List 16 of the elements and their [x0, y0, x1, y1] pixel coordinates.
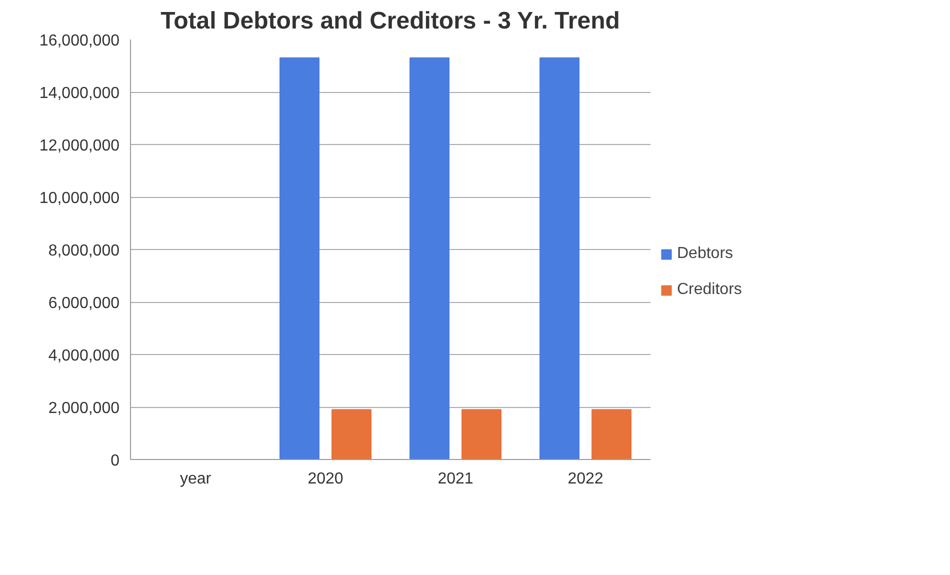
x-tick-label: year — [180, 470, 212, 488]
y-tick-label: 14,000,000 — [39, 85, 120, 102]
x-tick-label: 2022 — [568, 470, 604, 488]
y-tick-label: 6,000,000 — [48, 295, 120, 312]
x-tick-label: 2021 — [438, 470, 474, 488]
y-tick-label: 16,000,000 — [39, 32, 120, 50]
chart-title: Total Debtors and Creditors - 3 Yr. Trend — [160, 8, 620, 34]
y-tick-label: 0 — [110, 452, 120, 470]
y-tick-label: 8,000,000 — [48, 242, 120, 260]
y-tick-label: 2,000,000 — [48, 400, 120, 417]
legend-label: Creditors — [677, 281, 742, 299]
y-tick-label: 12,000,000 — [39, 138, 120, 154]
y-tick-label: 10,000,000 — [39, 190, 120, 207]
legend-label: Debtors — [677, 245, 734, 263]
x-tick-label: 2020 — [308, 470, 344, 488]
y-tick-label: 4,000,000 — [48, 348, 120, 364]
